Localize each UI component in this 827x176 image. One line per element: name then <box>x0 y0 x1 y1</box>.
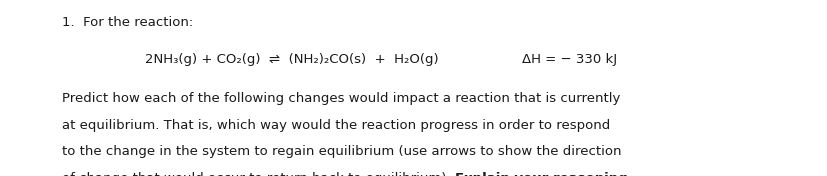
Text: ΔH = − 330 kJ: ΔH = − 330 kJ <box>521 53 616 66</box>
Text: 1.  For the reaction:: 1. For the reaction: <box>62 16 194 29</box>
Text: Explain your reasoning: Explain your reasoning <box>454 172 627 176</box>
Text: 2NH₃(g) + CO₂(g)  ⇌  (NH₂)₂CO(s)  +  H₂O(g): 2NH₃(g) + CO₂(g) ⇌ (NH₂)₂CO(s) + H₂O(g) <box>145 53 438 66</box>
Text: to the change in the system to regain equilibrium (use arrows to show the direct: to the change in the system to regain eq… <box>62 145 621 158</box>
Text: at equilibrium. That is, which way would the reaction progress in order to respo: at equilibrium. That is, which way would… <box>62 119 609 132</box>
Text: of change that would occur to return back to equilibrium).: of change that would occur to return bac… <box>62 172 454 176</box>
Text: Predict how each of the following changes would impact a reaction that is curren: Predict how each of the following change… <box>62 92 619 105</box>
